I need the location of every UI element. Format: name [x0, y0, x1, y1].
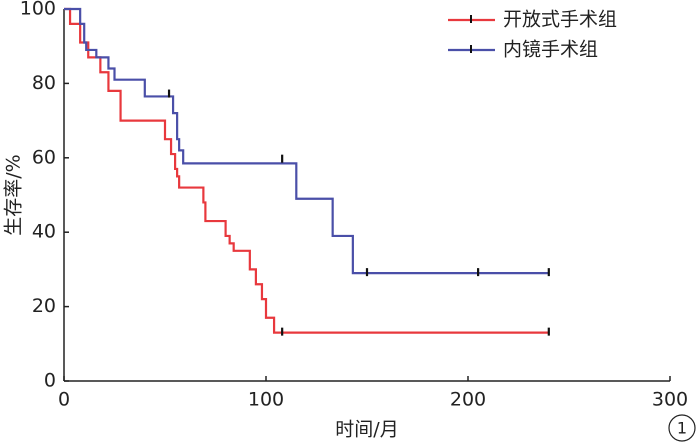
survival-line	[64, 7, 549, 275]
y-tick-label: 80	[32, 72, 56, 94]
y-tick-label: 40	[32, 221, 56, 243]
legend-label: 内镜手术组	[503, 39, 598, 61]
y-axis-label: 生存率/%	[3, 154, 25, 235]
y-tick-label: 100	[20, 0, 56, 20]
figure-number: 1	[677, 419, 687, 438]
x-tick-label: 200	[450, 389, 486, 411]
x-tick-label: 300	[652, 389, 688, 411]
survival-line	[64, 7, 549, 334]
legend-label: 开放式手术组	[503, 9, 617, 31]
x-tick-label: 100	[248, 389, 284, 411]
figure-number-circle	[668, 414, 696, 442]
y-tick-label: 60	[32, 146, 56, 168]
x-axis-label: 时间/月	[335, 419, 398, 441]
x-tick-label: 0	[58, 389, 70, 411]
y-tick-label: 20	[32, 295, 56, 317]
y-tick-label: 0	[44, 370, 56, 392]
